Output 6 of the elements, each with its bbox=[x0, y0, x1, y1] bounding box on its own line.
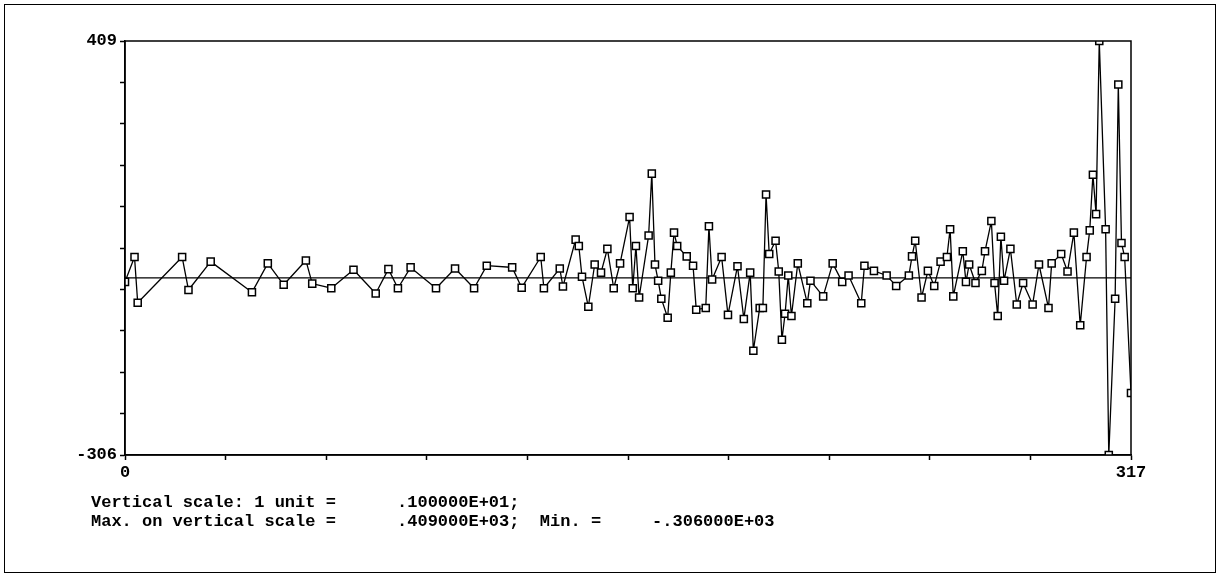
x-tick-label: 317 bbox=[1115, 463, 1147, 483]
x-tick-label: 0 bbox=[119, 463, 131, 483]
y-tick-label: -306 bbox=[76, 445, 117, 465]
text: Vertical scale: 1 unit = .100000E+01; bbox=[91, 493, 521, 512]
text: Max. on vertical scale = .409000E+03; Min. = -.306000E+03 bbox=[91, 512, 775, 531]
y-tick-label: 409 bbox=[86, 31, 117, 51]
